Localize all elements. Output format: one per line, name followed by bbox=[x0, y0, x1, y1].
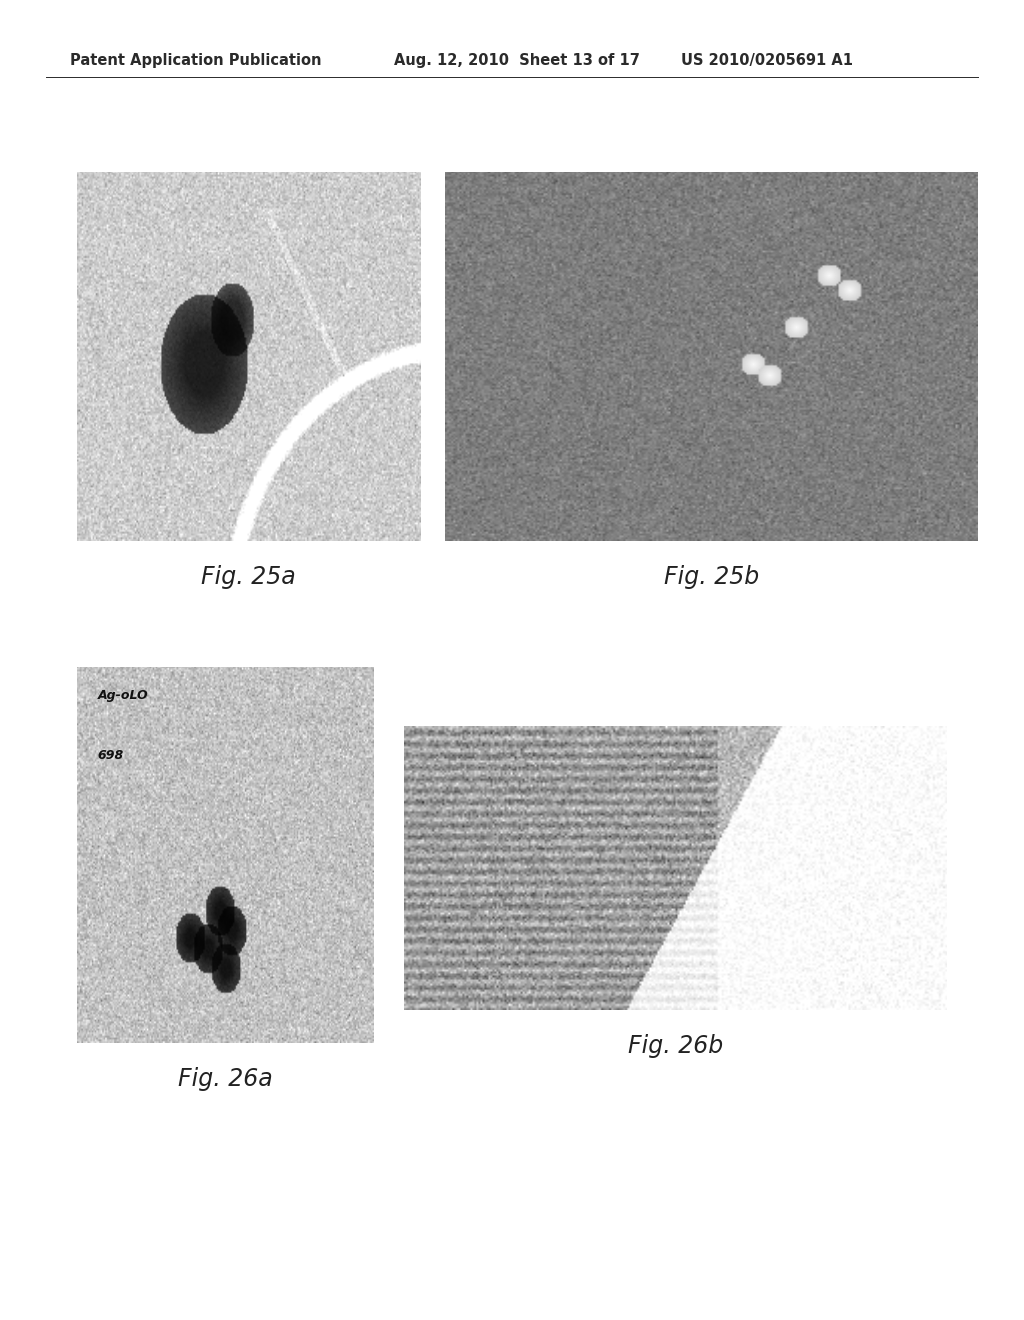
Text: Fig. 26b: Fig. 26b bbox=[628, 1034, 724, 1057]
Text: Ag-oLO: Ag-oLO bbox=[97, 689, 148, 702]
Text: Fig. 26a: Fig. 26a bbox=[178, 1067, 272, 1090]
Text: Patent Application Publication: Patent Application Publication bbox=[70, 53, 322, 69]
Text: US 2010/0205691 A1: US 2010/0205691 A1 bbox=[681, 53, 853, 69]
Text: Aug. 12, 2010  Sheet 13 of 17: Aug. 12, 2010 Sheet 13 of 17 bbox=[394, 53, 640, 69]
Text: Fig. 25a: Fig. 25a bbox=[201, 565, 296, 589]
Text: 698: 698 bbox=[97, 750, 124, 763]
Text: Fig. 25b: Fig. 25b bbox=[664, 565, 760, 589]
